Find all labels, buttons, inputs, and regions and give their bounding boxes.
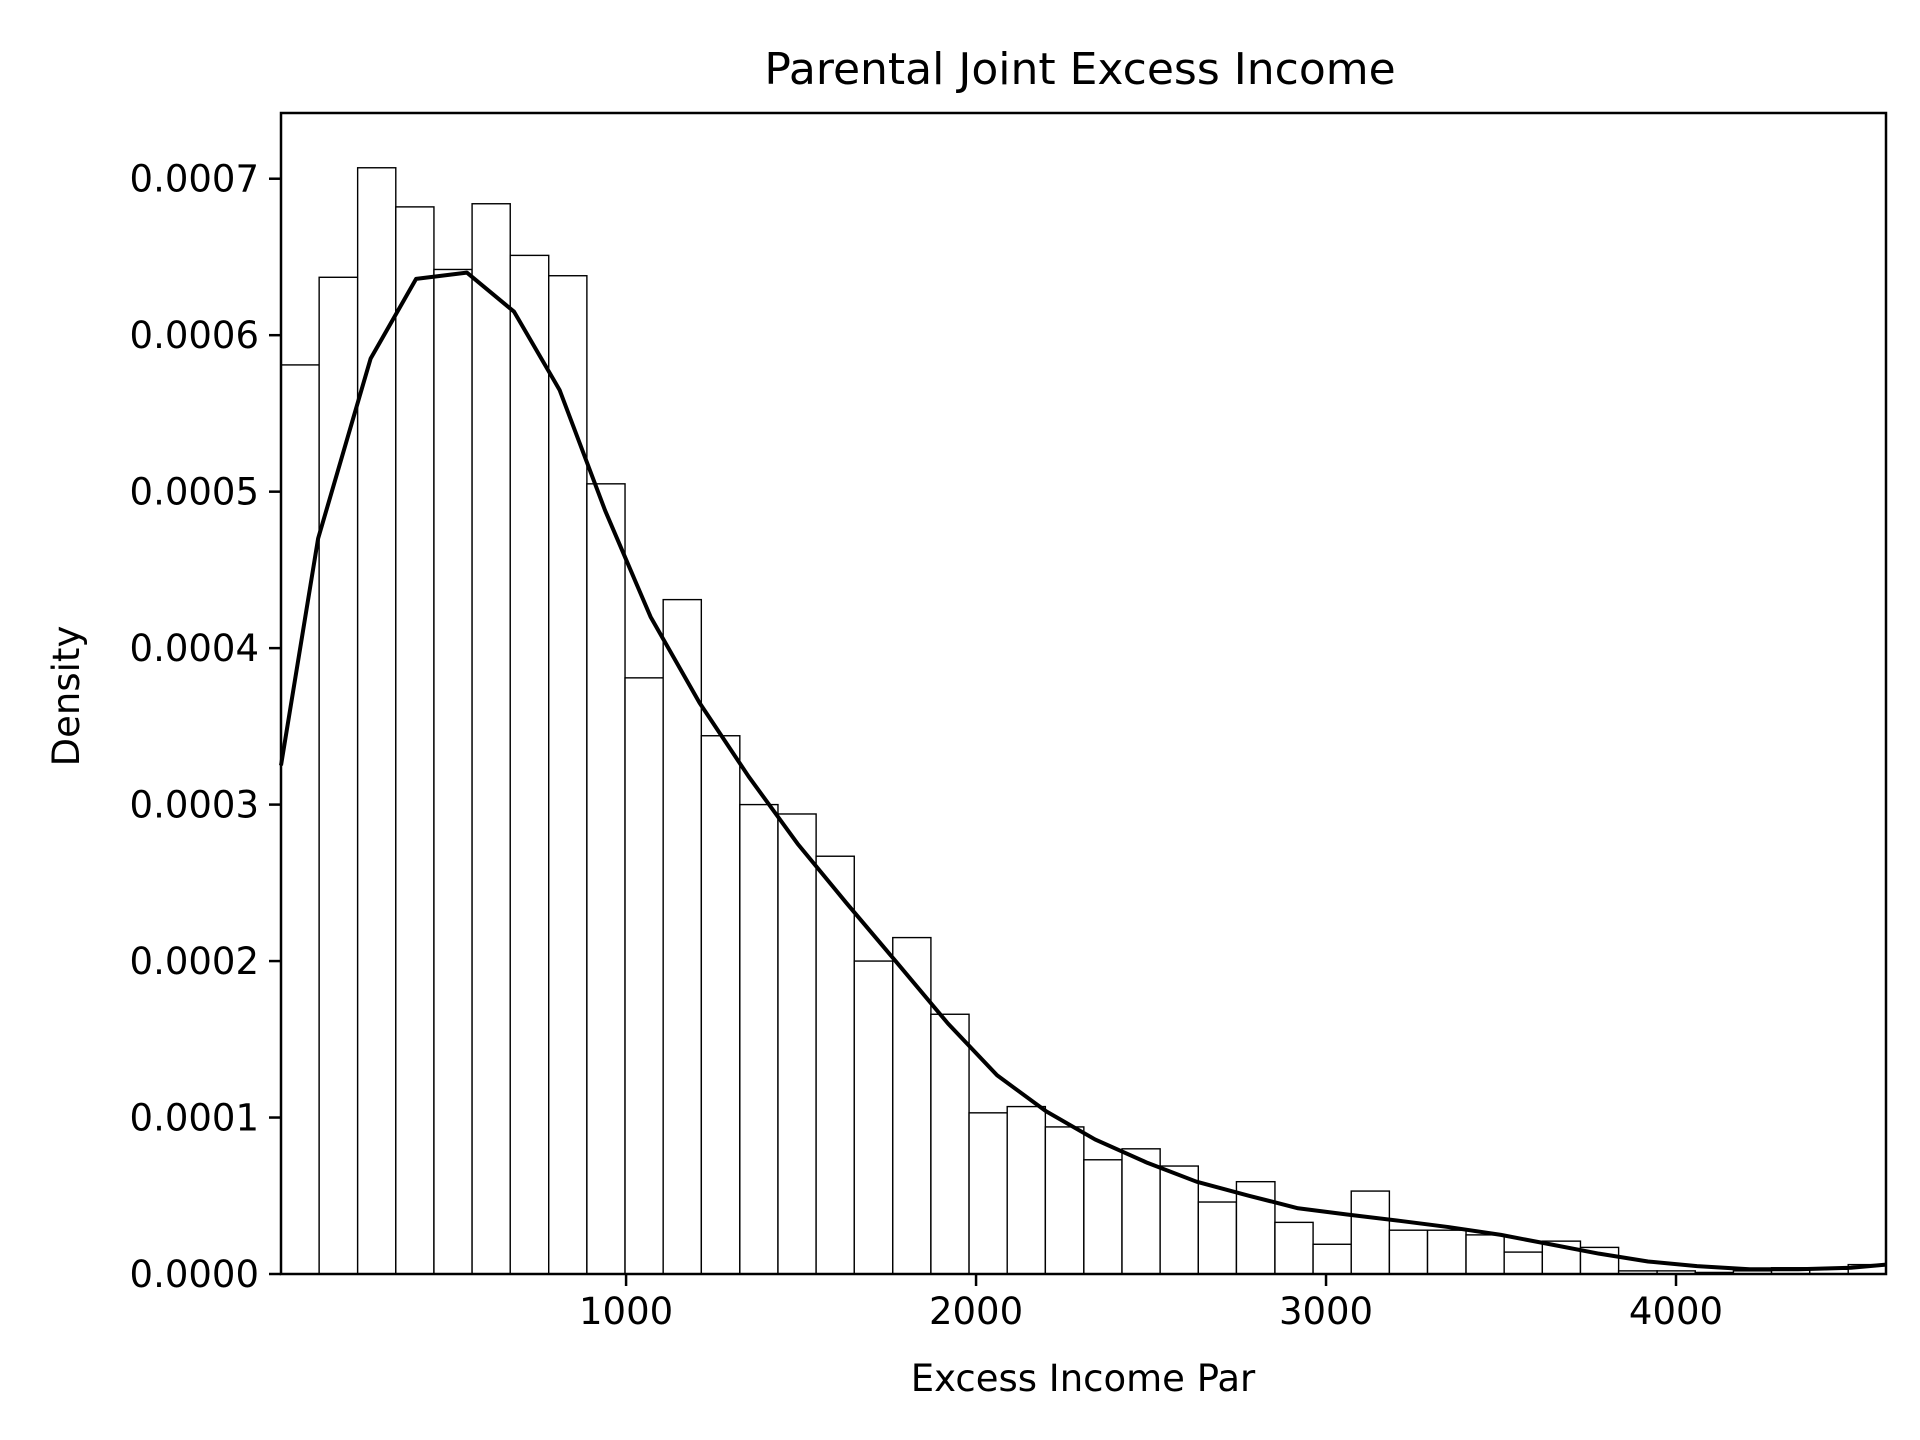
histogram-bar — [471, 203, 511, 1275]
histogram-bar — [1465, 1234, 1505, 1275]
histogram-bar — [968, 1112, 1008, 1275]
histogram-bar — [1197, 1201, 1238, 1275]
histogram-bar — [395, 206, 435, 1275]
x-axis-ticks: 1000 2000 3000 4000 — [579, 1274, 1723, 1333]
y-tick-label: 0.0006 — [130, 314, 259, 357]
x-axis-label: Excess Income Par — [911, 1357, 1256, 1400]
y-tick-label: 0.0001 — [130, 1097, 259, 1140]
kde-density-line — [279, 270, 1887, 1272]
x-tick-label: 1000 — [579, 1290, 673, 1333]
histogram-bar — [1312, 1243, 1352, 1275]
histogram-bar — [318, 276, 359, 1275]
histogram-bar — [1083, 1159, 1123, 1275]
histogram-bar — [739, 803, 779, 1275]
histogram-bar — [1388, 1229, 1429, 1275]
y-axis-ticks: 0.0000 0.0001 0.0002 0.0003 0.0004 0.0005 0.00… — [130, 158, 281, 1296]
histogram-bar — [1274, 1221, 1314, 1275]
x-tick-label: 3000 — [1279, 1290, 1373, 1333]
histogram-bar — [1426, 1229, 1467, 1275]
histogram-bar — [1044, 1126, 1085, 1275]
histogram-bar — [548, 275, 588, 1275]
histogram-bar — [700, 735, 741, 1275]
histogram-bar — [280, 364, 320, 1275]
histogram-bar — [1006, 1105, 1047, 1275]
y-tick-label: 0.0004 — [130, 627, 259, 670]
histogram-bar — [853, 960, 894, 1275]
histogram-bar — [1121, 1148, 1161, 1275]
histogram-bar — [777, 813, 817, 1275]
histogram-bar — [356, 167, 397, 1275]
x-tick-label: 4000 — [1629, 1290, 1723, 1333]
histogram-bar — [624, 677, 664, 1275]
y-tick-label: 0.0002 — [130, 940, 259, 983]
histogram-bar — [1503, 1251, 1544, 1275]
histogram-bar — [433, 268, 473, 1275]
histogram-bar — [1159, 1165, 1199, 1275]
y-tick-label: 0.0000 — [130, 1253, 259, 1296]
y-tick-label: 0.0003 — [130, 784, 259, 827]
histogram-bar — [509, 254, 550, 1275]
histogram-bar — [662, 598, 703, 1275]
histogram-bar — [586, 483, 626, 1275]
y-axis-label: Density — [45, 626, 88, 767]
x-tick-label: 2000 — [929, 1290, 1023, 1333]
y-tick-label: 0.0007 — [130, 158, 259, 201]
y-tick-label: 0.0005 — [130, 471, 259, 514]
histogram-bar — [815, 855, 855, 1275]
histogram-bar — [1350, 1190, 1391, 1275]
histogram-bar — [892, 936, 932, 1275]
chart-title: Parental Joint Excess Income — [764, 44, 1395, 95]
histogram-bar — [930, 1013, 970, 1275]
plot-area-frame — [279, 111, 1888, 1276]
